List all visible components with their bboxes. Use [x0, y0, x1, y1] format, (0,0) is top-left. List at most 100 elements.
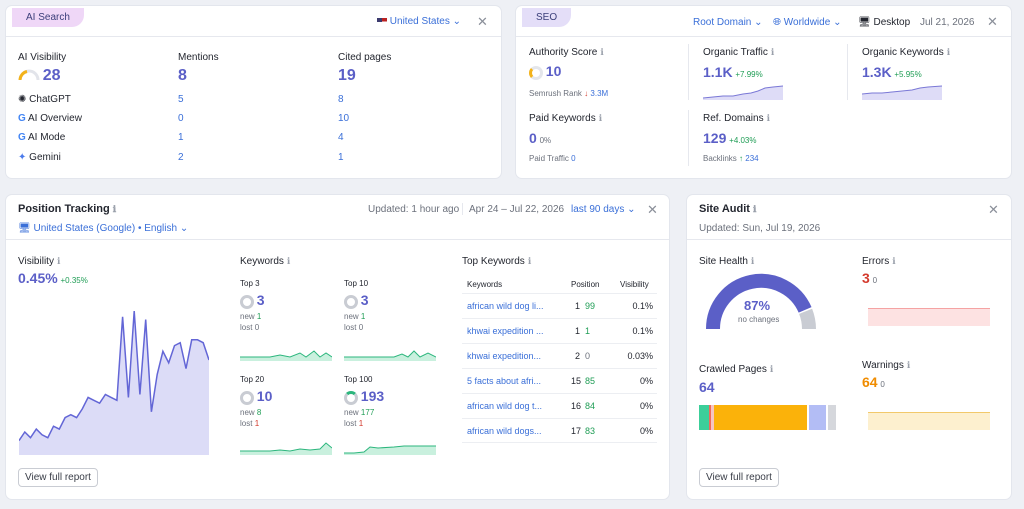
visibility-chart — [19, 310, 209, 455]
keyword-link[interactable]: khwai expedition ... — [467, 326, 544, 336]
worldwide-select[interactable]: 🌐︎ Worldwide ⌄ — [773, 17, 842, 28]
bar-segment-healthy — [699, 405, 709, 430]
crawled-pages-value[interactable]: 64 — [699, 379, 715, 395]
bar-segment-have-issues — [714, 405, 807, 430]
top-keywords-label: Top Keywords ℹ — [462, 256, 532, 267]
divider — [847, 44, 848, 100]
info-icon[interactable]: ℹ — [56, 256, 61, 266]
info-icon[interactable]: ℹ — [286, 256, 291, 266]
organic-keywords-value[interactable]: 1.3K +5.95% — [862, 64, 922, 80]
root-domain-select[interactable]: Root Domain ⌄ — [693, 17, 763, 28]
period-select[interactable]: last 90 days ⌄ — [571, 204, 636, 215]
site-audit-updated: Updated: Sun, Jul 19, 2026 — [699, 223, 821, 234]
info-icon[interactable]: ℹ — [750, 256, 755, 266]
site-audit-card: Site Audit ℹ Updated: Sun, Jul 19, 2026 ✕… — [687, 195, 1011, 499]
info-icon[interactable]: ℹ — [906, 360, 911, 370]
score-ring-icon — [529, 66, 543, 81]
table-row: 5 facts about afri... 15 85 0% — [462, 368, 657, 393]
ref-domains-value[interactable]: 129 +4.03% — [703, 130, 757, 146]
errors-label: Errors ℹ — [862, 256, 896, 267]
divider — [462, 203, 463, 215]
device-select[interactable]: 🖥︎ Desktop — [858, 17, 911, 28]
bucket-top20[interactable]: Top 20 10 new 8 lost 1 — [240, 375, 335, 460]
arrow-down-icon: ↓ — [584, 89, 589, 98]
bar-segment-redirected — [809, 405, 826, 430]
chevron-down-icon: ⌄ — [179, 223, 189, 234]
divider — [687, 239, 1011, 240]
info-icon[interactable]: ℹ — [600, 47, 604, 57]
keyword-link[interactable]: african wild dogs... — [467, 426, 542, 436]
info-icon[interactable]: ℹ — [892, 256, 896, 266]
cited-pages-value: 19 — [338, 67, 356, 84]
bucket-top100[interactable]: Top 100 193 new 177 lost 1 — [344, 375, 439, 460]
chatgpt-cited[interactable]: 8 — [338, 94, 344, 105]
ai-mode-mentions[interactable]: 1 — [178, 132, 184, 143]
visibility-line — [19, 310, 209, 442]
ai-search-tab[interactable]: AI Search — [12, 8, 84, 27]
keyword-link[interactable]: 5 facts about afri... — [467, 376, 542, 386]
updated-text: Updated: 1 hour ago — [368, 204, 460, 215]
ai-overview-cited[interactable]: 10 — [338, 113, 350, 124]
info-icon[interactable]: ℹ — [766, 113, 770, 123]
info-icon[interactable]: ℹ — [769, 364, 774, 374]
sparkline — [240, 442, 332, 455]
keyword-link[interactable]: khwai expedition... — [467, 351, 542, 361]
paid-keywords-value[interactable]: 0 0% — [529, 130, 552, 146]
organic-keywords-label: Organic Keywords ℹ — [862, 47, 951, 58]
site-health-value: 87% — [744, 298, 771, 313]
divider — [688, 110, 689, 166]
gemini-mentions[interactable]: 2 — [178, 152, 184, 163]
bucket-top3[interactable]: Top 3 3 new 1 lost 0 — [240, 279, 335, 364]
sparkline — [240, 350, 332, 361]
divider — [688, 44, 689, 100]
info-icon[interactable]: ℹ — [527, 256, 532, 266]
keyword-link[interactable]: african wild dog t... — [467, 401, 543, 411]
organic-keywords-sparkline — [862, 85, 942, 100]
divider — [516, 36, 1011, 37]
site-health-gauge[interactable] — [703, 271, 819, 333]
organic-traffic-value[interactable]: 1.1K +7.99% — [703, 64, 763, 80]
paid-keywords-label: Paid Keywords ℹ — [529, 113, 603, 124]
gemini-icon: ✦ — [18, 152, 27, 163]
organic-traffic-label: Organic Traffic ℹ — [703, 47, 775, 58]
divider — [6, 36, 501, 37]
ai-overview-mentions[interactable]: 0 — [178, 113, 184, 124]
gauge-remainder — [798, 308, 816, 330]
seo-tab[interactable]: SEO — [522, 8, 572, 27]
chatgpt-mentions[interactable]: 5 — [178, 94, 184, 105]
gemini-cited[interactable]: 1 — [338, 152, 344, 163]
col-header-keywords: Keywords — [467, 280, 503, 289]
visibility-area — [19, 311, 209, 455]
visibility-value: 0.45% +0.35% — [18, 270, 88, 286]
warnings-value[interactable]: 64 0 — [862, 374, 885, 390]
info-icon[interactable]: ℹ — [946, 47, 951, 57]
close-icon[interactable]: ✕ — [477, 14, 488, 29]
view-full-report-button[interactable]: View full report — [699, 468, 779, 487]
country-select[interactable]: United States ⌄ — [377, 16, 461, 27]
close-icon[interactable]: ✕ — [988, 202, 999, 217]
site-health-label: Site Health ℹ — [699, 256, 755, 267]
paid-traffic: Paid Traffic 0 — [529, 154, 576, 163]
ring-icon — [344, 391, 358, 406]
table-row: african wild dogs... 17 83 0% — [462, 418, 657, 443]
bucket-top10[interactable]: Top 10 3 new 1 lost 0 — [344, 279, 439, 364]
gauge-icon — [18, 69, 40, 81]
top-keywords-table: Keywords Position Visibility african wil… — [462, 274, 657, 454]
keyword-link[interactable]: african wild dog li... — [467, 301, 544, 311]
close-icon[interactable]: ✕ — [647, 202, 658, 217]
ai-mode-cited[interactable]: 4 — [338, 132, 344, 143]
location-select[interactable]: 🖥︎ United States (Google) • English ⌄ — [18, 223, 189, 234]
info-icon[interactable]: ℹ — [598, 113, 603, 123]
position-tracking-card: Position Tracking ℹ Updated: 1 hour ago A… — [6, 195, 669, 499]
close-icon[interactable]: ✕ — [987, 14, 998, 29]
view-full-report-button[interactable]: View full report — [18, 468, 98, 487]
position-tracking-title: Position Tracking ℹ — [18, 203, 117, 215]
info-icon[interactable]: ℹ — [752, 204, 757, 214]
google-icon: G — [18, 113, 26, 124]
info-icon[interactable]: ℹ — [770, 47, 775, 57]
errors-value[interactable]: 3 0 — [862, 270, 878, 286]
ring-icon — [344, 295, 358, 310]
info-icon[interactable]: ℹ — [112, 204, 117, 214]
chevron-down-icon: ⌄ — [833, 17, 842, 28]
chevron-down-icon: ⌄ — [754, 17, 763, 28]
